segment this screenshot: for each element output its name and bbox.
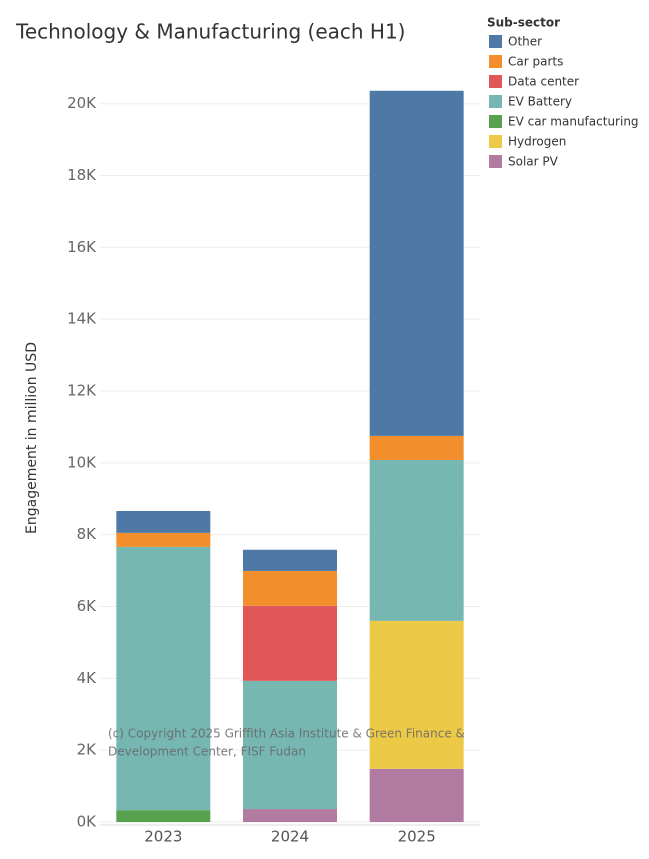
legend-swatch bbox=[489, 35, 502, 48]
x-tick-label: 2025 bbox=[398, 828, 436, 846]
y-tick-label: 0K bbox=[77, 813, 98, 831]
copyright-note: (c) Copyright 2025 Griffith Asia Institu… bbox=[108, 727, 465, 741]
legend-label: EV Battery bbox=[508, 95, 572, 109]
bar-segment bbox=[369, 768, 464, 822]
legend-swatch bbox=[489, 75, 502, 88]
legend-label: EV car manufacturing bbox=[508, 115, 639, 129]
bar-segment bbox=[243, 680, 337, 810]
bar-segment bbox=[116, 510, 211, 533]
y-tick-label: 10K bbox=[67, 453, 97, 471]
bar-segment bbox=[369, 620, 464, 769]
legend-label: Data center bbox=[508, 75, 579, 89]
y-tick-label: 20K bbox=[67, 94, 97, 112]
y-tick-label: 2K bbox=[77, 741, 98, 759]
bar-segment bbox=[369, 90, 464, 436]
bar-segment bbox=[116, 810, 211, 822]
legend-label: Car parts bbox=[508, 55, 563, 69]
bar-segment bbox=[243, 549, 337, 571]
y-tick-label: 4K bbox=[77, 669, 98, 687]
y-tick-label: 14K bbox=[67, 310, 97, 328]
y-tick-label: 6K bbox=[77, 597, 98, 615]
legend-swatch bbox=[489, 95, 502, 108]
legend-title: Sub-sector bbox=[487, 16, 560, 30]
bar-segment bbox=[369, 459, 464, 621]
y-tick-label: 12K bbox=[67, 382, 97, 400]
legend-swatch bbox=[489, 155, 502, 168]
x-tick-label: 2023 bbox=[144, 828, 182, 846]
bar-segment bbox=[243, 570, 337, 606]
legend-label: Hydrogen bbox=[508, 135, 566, 149]
copyright-note: Development Center, FISF Fudan bbox=[108, 745, 306, 759]
chart-title: Technology & Manufacturing (each H1) bbox=[15, 20, 405, 44]
y-axis-label: Engagement in million USD bbox=[24, 342, 40, 534]
y-tick-label: 16K bbox=[67, 238, 97, 256]
bar-segment bbox=[116, 546, 211, 811]
legend-label: Solar PV bbox=[508, 155, 559, 169]
y-tick-label: 8K bbox=[77, 525, 98, 543]
legend-label: Other bbox=[508, 35, 542, 49]
bar-segment bbox=[369, 435, 464, 460]
legend-swatch bbox=[489, 115, 502, 128]
legend-swatch bbox=[489, 55, 502, 68]
x-tick-label: 2024 bbox=[271, 828, 309, 846]
y-tick-label: 18K bbox=[67, 166, 97, 184]
bar-segment bbox=[116, 532, 211, 547]
bar-segment bbox=[243, 809, 337, 822]
legend-swatch bbox=[489, 135, 502, 148]
bar-segment bbox=[243, 605, 337, 681]
